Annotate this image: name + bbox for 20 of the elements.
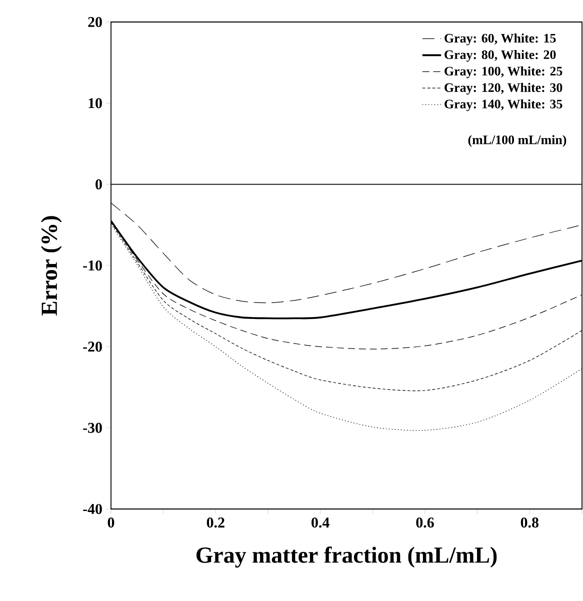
x-tick-label: 0.6 — [416, 518, 434, 528]
y-axis-title: Error (%) — [40, 216, 62, 316]
x-tick-label: 0.8 — [520, 518, 538, 528]
legend-label: Gray: 120, White: 30 — [444, 82, 562, 95]
legend-label: Gray: 80, White: 20 — [444, 50, 556, 62]
y-tick-label: -10 — [83, 260, 102, 271]
legend-label: Gray: 60, White: 15 — [444, 33, 556, 46]
y-tick-label: 0 — [96, 179, 102, 190]
y-tick-label: -30 — [83, 422, 102, 433]
x-tick-label: 0 — [108, 518, 114, 528]
legend-label: Gray: 100, White: 25 — [444, 66, 562, 78]
y-tick-label: -40 — [83, 504, 102, 514]
annotation: (mL/100 mL/min) — [468, 135, 566, 147]
x-tick-label: 0.2 — [206, 518, 224, 528]
x-axis-title: Gray matter fraction (mL/mL) — [196, 546, 497, 568]
y-tick-label: 10 — [88, 98, 102, 108]
x-tick-label: 0.4 — [312, 518, 330, 528]
y-tick-label: 20 — [88, 16, 102, 28]
legend-label: Gray: 140, White: 35 — [444, 99, 562, 112]
y-tick-label: -20 — [83, 342, 102, 352]
